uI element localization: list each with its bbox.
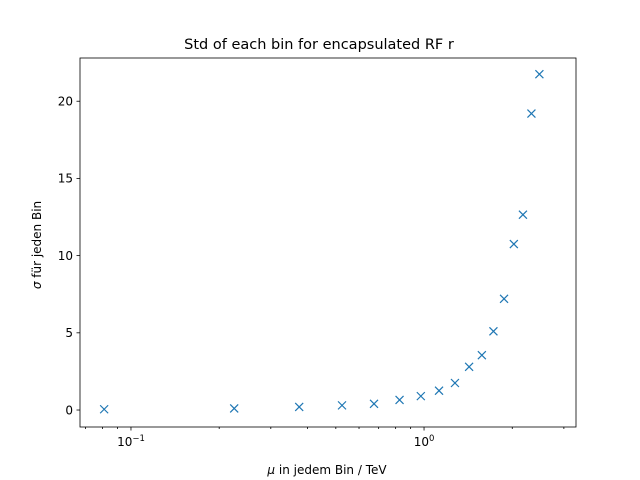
y-tick-label: 5 [65, 326, 73, 340]
x-tick-label-exponent: 0 [429, 434, 434, 444]
y-tick-label: 10 [58, 249, 73, 263]
x-tick-label-base: 10 [414, 435, 429, 449]
y-tick-label: 20 [58, 95, 73, 109]
data-point-marker [477, 350, 487, 360]
x-tick-label: 10−1 [117, 434, 145, 449]
plot-frame [79, 57, 577, 428]
data-point-marker [229, 404, 239, 413]
data-point-marker [294, 402, 304, 412]
x-axis-label: μ in jedem Bin / TeV [266, 463, 387, 477]
chart-title: Std of each bin for encapsulated RF r [184, 37, 454, 53]
data-point-marker [509, 239, 519, 249]
data-point-marker [337, 400, 347, 410]
y-axis-label: σ für jeden Bin [30, 201, 44, 289]
data-point-marker [434, 386, 444, 396]
data-point-marker [489, 326, 498, 336]
x-axis-ticks: 10−1 100 [85, 427, 565, 449]
y-axis-ticks: 0 5 10 15 20 [58, 95, 80, 417]
data-point-marker [464, 362, 474, 372]
data-point-marker [499, 294, 509, 304]
y-axis-label-symbol: σ [30, 281, 44, 289]
data-point-marker [395, 395, 404, 405]
data-point-marker [416, 391, 426, 401]
x-tick-label-exponent: −1 [132, 434, 145, 444]
data-points [99, 69, 544, 414]
data-point-marker [99, 404, 109, 414]
x-axis-label-text: in jedem Bin / TeV [275, 463, 387, 477]
y-tick-label: 0 [65, 403, 73, 417]
data-point-marker [527, 109, 536, 119]
x-tick-label-base: 10 [117, 435, 132, 449]
y-tick-label: 15 [58, 172, 73, 186]
x-axis-label-symbol: μ [266, 463, 275, 477]
data-point-marker [450, 378, 460, 388]
data-point-marker [518, 210, 528, 220]
x-tick-label: 100 [414, 434, 435, 449]
y-axis-label-text: für jeden Bin [30, 201, 44, 282]
data-point-marker [369, 399, 379, 409]
data-point-marker [534, 69, 544, 79]
